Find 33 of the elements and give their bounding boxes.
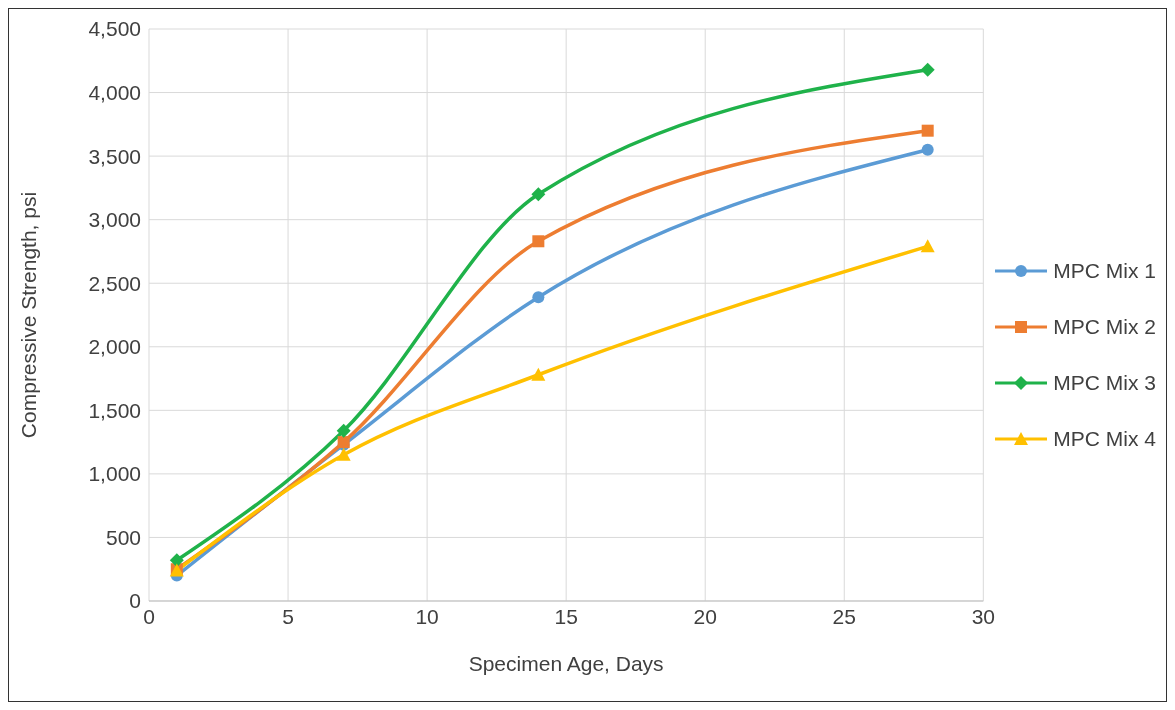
y-tick-label: 4,000 (88, 81, 141, 105)
point (531, 367, 546, 381)
point (532, 291, 545, 304)
point (336, 447, 351, 461)
y-tick-label: 1,000 (88, 462, 141, 486)
point (920, 62, 935, 77)
y-tick-label: 0 (129, 589, 141, 613)
x-tick-label: 25 (832, 604, 856, 628)
x-tick-label: 5 (282, 604, 294, 628)
x-tick-label: 30 (971, 604, 995, 628)
y-axis-title: Compressive Strength, psi (17, 191, 41, 439)
y-tick-label: 2,000 (88, 335, 141, 359)
point (920, 239, 935, 253)
x-tick-label: 10 (415, 604, 439, 628)
y-tick-label: 1,500 (88, 398, 141, 422)
y-tick-label: 4,500 (88, 17, 141, 41)
x-tick-label: 15 (554, 604, 578, 628)
point (921, 143, 934, 156)
y-tick-label: 3,500 (88, 144, 141, 168)
point (169, 553, 184, 568)
legend-label: MPC Mix 1 (1053, 259, 1156, 283)
point (921, 124, 934, 137)
point (532, 235, 545, 248)
legend-label: MPC Mix 4 (1053, 427, 1156, 451)
legend-label: MPC Mix 3 (1053, 371, 1156, 395)
y-tick-label: 500 (105, 525, 141, 549)
y-tick-label: 2,500 (88, 271, 141, 295)
y-tick-label: 3,000 (88, 208, 141, 232)
point (336, 423, 351, 438)
point (531, 187, 546, 202)
legend-label: MPC Mix 2 (1053, 315, 1156, 339)
x-tick-label: 20 (693, 604, 717, 628)
x-axis-title: Specimen Age, Days (468, 652, 664, 675)
